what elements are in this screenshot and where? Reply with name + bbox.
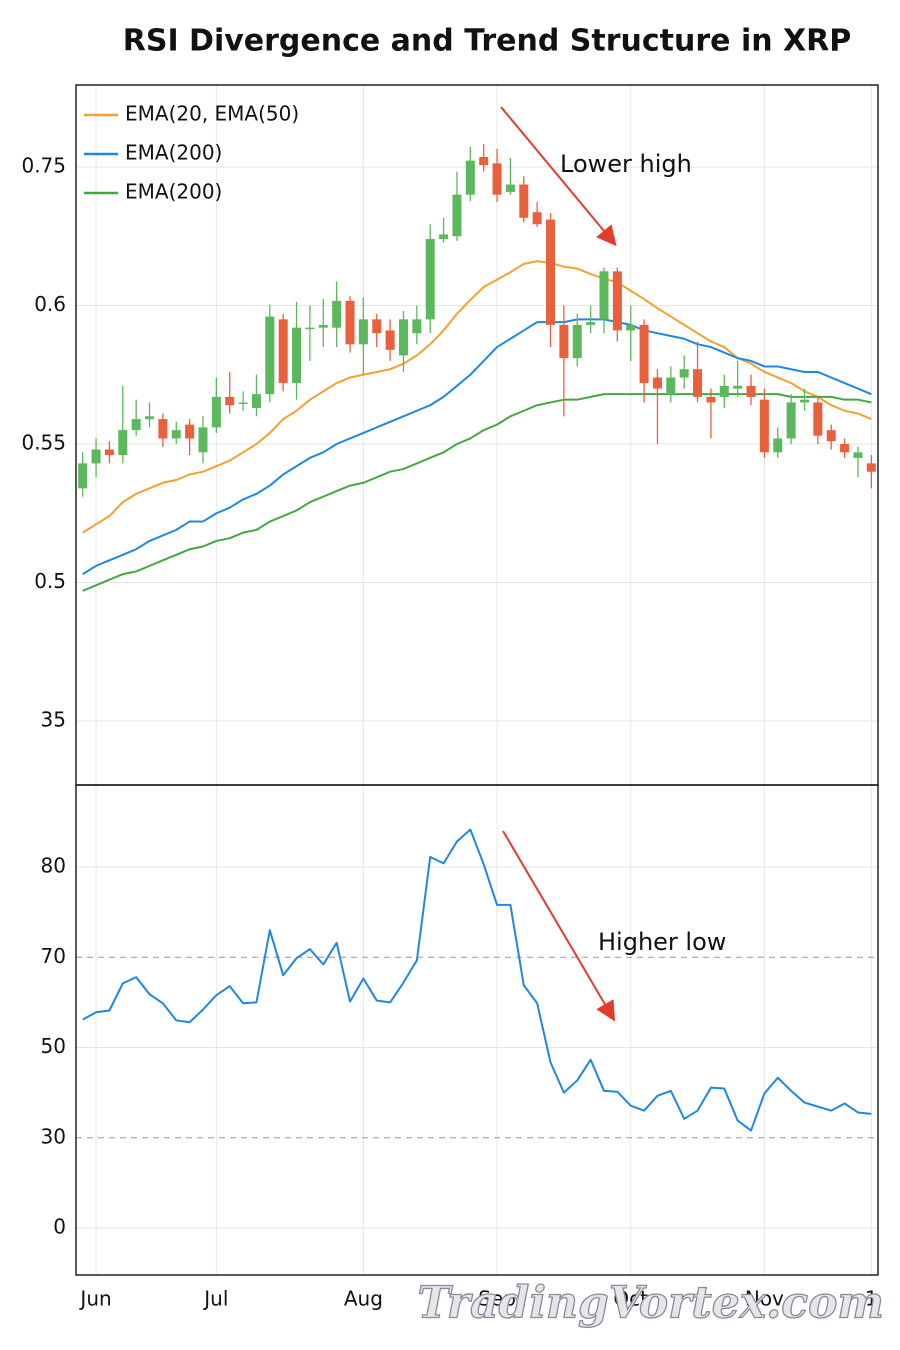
annotation: Higher low (598, 928, 726, 956)
candle-body (759, 399, 769, 453)
candle-body (693, 369, 703, 397)
ema-line (82, 318, 872, 576)
candle-body (251, 394, 261, 408)
candle-body (292, 327, 302, 384)
legend-label: EMA(200) (125, 180, 222, 204)
x-tick-label: Jun (78, 1287, 111, 1311)
candle-body (853, 452, 863, 458)
candle-body (532, 212, 542, 225)
annotation-arrow (500, 106, 617, 247)
candle-body (278, 319, 288, 384)
x-tick-label: Sep (478, 1287, 516, 1311)
candle-body (572, 324, 582, 359)
candle-body (412, 319, 422, 334)
candle-body (773, 438, 783, 453)
candle-body (586, 322, 596, 325)
candle-body (652, 377, 662, 389)
candle-body (385, 330, 395, 350)
y-tick-label: 80 (41, 854, 66, 878)
candle-body (452, 194, 462, 237)
rsi-line (82, 828, 872, 1132)
candle-body (131, 419, 141, 431)
candle-body (332, 300, 342, 328)
candle-body (866, 463, 876, 472)
candle-body (719, 385, 729, 397)
candle-body (91, 449, 101, 464)
candle-body (465, 160, 475, 195)
candle-body (425, 239, 435, 320)
candle-body (492, 163, 502, 195)
chart-title: RSI Divergence and Trend Structure in XR… (123, 24, 852, 59)
candle-body (238, 402, 248, 404)
candle-body (746, 385, 756, 397)
candle-body (398, 319, 408, 356)
candle-body (639, 324, 649, 384)
candle-body (519, 184, 529, 218)
candle-body (840, 444, 850, 453)
x-tick-label: Jul (202, 1287, 228, 1311)
legend-label: EMA(200) (125, 141, 222, 165)
candle-body (211, 396, 221, 428)
candle-body (171, 430, 181, 439)
x-tick-label: Aug (344, 1287, 383, 1311)
candle-body (679, 369, 689, 378)
ema-line (82, 393, 872, 592)
annotation-arrow (502, 830, 616, 1022)
candle-body (198, 427, 208, 453)
x-tick-label: 1 (865, 1287, 878, 1311)
candle-body (505, 184, 515, 192)
candle-body (158, 419, 168, 439)
candle-body (599, 271, 609, 320)
candle-body (265, 316, 275, 395)
y-tick-label: 70 (41, 944, 66, 968)
y-tick-label: 30 (41, 1124, 66, 1148)
legend-label: EMA(20, EMA(50) (125, 102, 299, 126)
candle-body (546, 219, 556, 325)
y-tick-label: 0.6 (34, 292, 66, 316)
candle-body (104, 449, 114, 456)
candle-body (626, 324, 636, 331)
candle-body (145, 416, 155, 420)
ema-line (82, 260, 872, 534)
candle-body (225, 396, 235, 406)
x-tick-label: Nov (745, 1287, 784, 1311)
y-tick-label: 0.55 (21, 431, 66, 455)
candle-body (479, 156, 489, 166)
candle-body (612, 271, 622, 331)
candle-body (439, 234, 449, 240)
y-tick-label: 50 (41, 1034, 66, 1058)
watermark: TradingVortex.com (417, 1278, 884, 1329)
candle-body (318, 324, 328, 328)
candle-body (559, 324, 569, 359)
candle-body (826, 430, 836, 442)
candle-body (78, 463, 88, 489)
candle-body (813, 402, 823, 436)
candle-body (733, 385, 743, 389)
plot-layer: 0.75 0.6 0.55 0.5 35 80 70 50 30 0 EMA(20, EMA(50)… (21, 85, 878, 1311)
candle-body (305, 327, 315, 330)
candle-body (706, 396, 716, 403)
y-tick-label: 0.5 (34, 569, 66, 593)
candle-body (358, 319, 368, 345)
candle-body (372, 319, 382, 334)
annotation: Lower high (560, 150, 692, 178)
candle-body (666, 377, 676, 395)
y-tick-label: 0 (53, 1215, 66, 1239)
candle-body (185, 424, 195, 439)
rsi-panel-frame (75, 784, 879, 1276)
candle-body (799, 399, 809, 403)
candle-body (786, 402, 796, 439)
x-tick-label: Oct (613, 1287, 648, 1311)
y-tick-label: 35 (41, 708, 66, 732)
candle-body (345, 300, 355, 345)
y-tick-label: 0.75 (21, 154, 66, 178)
candle-body (118, 430, 128, 456)
